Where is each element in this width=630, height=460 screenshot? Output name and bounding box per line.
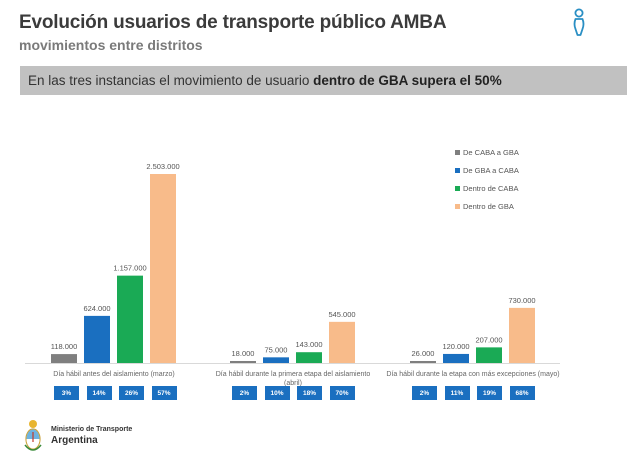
- bar-value-label: 1.157.000: [113, 264, 146, 273]
- share-percentage-box: 14%: [86, 386, 112, 400]
- bar-value-label: 118.000: [51, 342, 78, 351]
- bar-value-label: 207.000: [475, 335, 502, 344]
- footer-ministry: Ministerio de Transporte: [51, 426, 133, 433]
- share-percentage-box: 70%: [329, 386, 355, 400]
- share-percentage-box: 19%: [477, 386, 502, 400]
- bar: [117, 275, 143, 363]
- share-percentage-box: 10%: [264, 386, 290, 400]
- banner-text-prefix: En las tres instancias el movimiento de …: [28, 73, 314, 88]
- legend-swatch: [455, 204, 460, 209]
- legend-item: Dentro de GBA: [455, 202, 514, 211]
- bar-value-label: 545.000: [328, 310, 355, 319]
- bar: [84, 315, 110, 363]
- bar-value-label: 26.000: [412, 349, 435, 358]
- legend-swatch: [455, 168, 460, 173]
- banner-text-bold: dentro de GBA supera el 50%: [313, 73, 502, 88]
- bar-value-label: 624.000: [83, 304, 110, 313]
- highlight-banner: En las tres instancias el movimiento de …: [20, 66, 627, 95]
- legend-label: Dentro de CABA: [463, 184, 519, 193]
- legend-item: Dentro de CABA: [455, 184, 518, 193]
- bar: [51, 354, 77, 363]
- page-subtitle: movimientos entre distritos: [19, 37, 203, 53]
- share-percentage-box: 2%: [412, 386, 437, 400]
- category-label: Día hábil durante la primera etapa del a…: [216, 371, 371, 378]
- bar: [410, 361, 436, 363]
- banner-text: En las tres instancias el movimiento de …: [28, 73, 502, 88]
- bar-value-label: 120.000: [442, 342, 469, 351]
- bar: [263, 357, 289, 363]
- bar-value-label: 730.000: [508, 296, 535, 305]
- share-percentage-box: 11%: [444, 386, 470, 400]
- share-percentage-box: 3%: [54, 386, 79, 400]
- share-percentage-box: 68%: [509, 386, 535, 400]
- category-label: Día hábil antes del aislamiento (marzo): [53, 371, 174, 378]
- legend-swatch: [455, 150, 460, 155]
- share-percentage-box: 26%: [119, 386, 144, 400]
- person-icon: [573, 8, 585, 36]
- bar: [329, 321, 355, 363]
- share-percentage-box: 18%: [297, 386, 322, 400]
- category-label: Día hábil durante la etapa con más excep…: [386, 371, 559, 378]
- legend-item: De GBA a CABA: [455, 166, 519, 175]
- legend-label: De CABA a GBA: [463, 148, 519, 157]
- legend-label: Dentro de GBA: [463, 202, 514, 211]
- bar: [509, 307, 535, 363]
- bar: [296, 352, 322, 363]
- legend-label: De GBA a CABA: [463, 166, 519, 175]
- share-percentage-box: 2%: [232, 386, 257, 400]
- footer-country: Argentina: [51, 435, 98, 446]
- bar: [150, 174, 176, 363]
- argentina-coat-of-arms-icon: [24, 420, 42, 451]
- bar: [476, 347, 502, 363]
- bar-value-label: 2.503.000: [146, 162, 179, 171]
- bar: [230, 361, 256, 363]
- share-percentage-box: 57%: [151, 386, 177, 400]
- bar-value-label: 143.000: [295, 340, 322, 349]
- bar: [443, 353, 469, 363]
- page-title: Evolución usuarios de transporte público…: [19, 12, 447, 33]
- legend-item: De CABA a GBA: [455, 148, 519, 157]
- bar-value-label: 75.000: [265, 345, 288, 354]
- legend-swatch: [455, 186, 460, 191]
- category-label-continued: (abril): [284, 380, 302, 387]
- bar-value-label: 18.000: [232, 349, 255, 358]
